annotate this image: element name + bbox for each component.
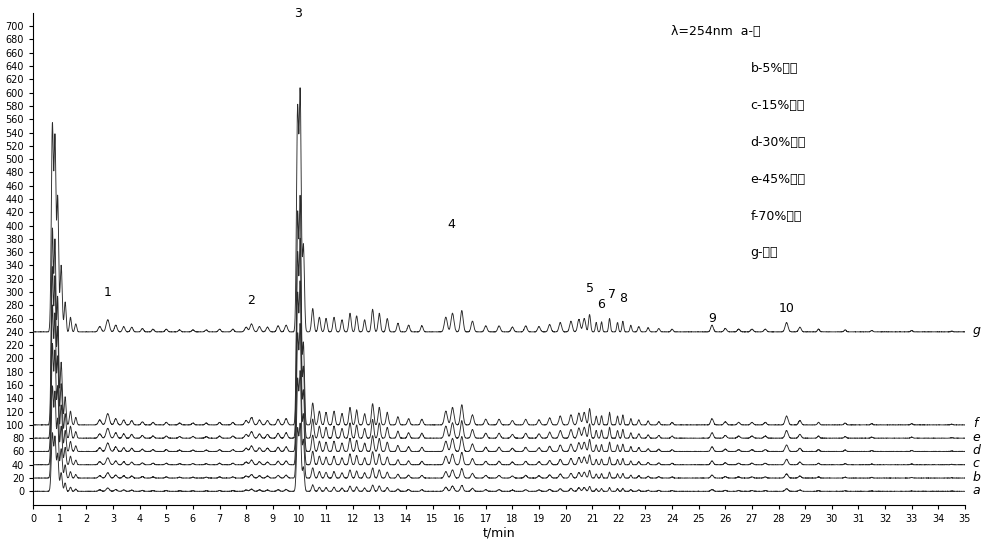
Text: f-70%乙醇: f-70%乙醇 (751, 210, 802, 222)
Text: c-15%乙醇: c-15%乙醇 (751, 99, 805, 112)
Text: 10: 10 (779, 302, 795, 315)
Text: g-甲醇: g-甲醇 (751, 246, 778, 259)
Text: 9: 9 (708, 312, 716, 325)
Text: d-30%乙醇: d-30%乙醇 (751, 136, 806, 149)
Text: e-45%乙醇: e-45%乙醇 (751, 173, 806, 186)
Text: c: c (973, 457, 980, 470)
Text: f: f (973, 417, 977, 431)
Text: a: a (973, 484, 981, 497)
Text: g: g (973, 324, 981, 337)
X-axis label: t/min: t/min (483, 526, 515, 540)
Text: d: d (973, 444, 981, 457)
Text: λ=254nm  a-水: λ=254nm a-水 (671, 25, 761, 38)
Text: 2: 2 (248, 294, 255, 307)
Text: 8: 8 (619, 292, 627, 305)
Text: 5: 5 (586, 282, 594, 295)
Text: 7: 7 (608, 288, 616, 301)
Text: e: e (973, 431, 981, 444)
Text: 3: 3 (294, 7, 302, 20)
Text: b-5%乙醇: b-5%乙醇 (751, 62, 798, 75)
Text: b: b (973, 470, 981, 483)
Text: 6: 6 (598, 298, 605, 311)
Text: 4: 4 (447, 218, 455, 231)
Text: 1: 1 (104, 286, 112, 299)
